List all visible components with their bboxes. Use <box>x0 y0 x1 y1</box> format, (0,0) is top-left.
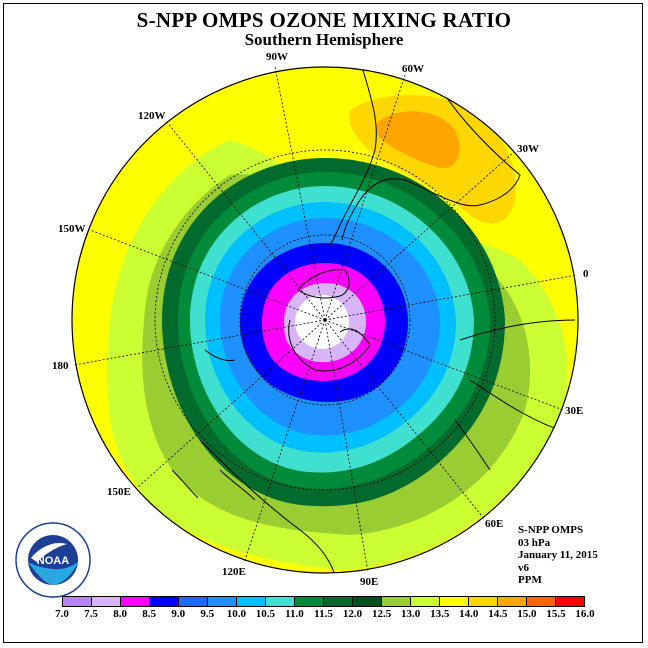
colorbar-swatch <box>382 597 411 606</box>
noaa-logo: NOAA <box>15 522 91 598</box>
colorbar-swatch <box>353 597 382 606</box>
lon-label-90w: 90W <box>266 51 288 63</box>
map-boundary <box>71 66 579 574</box>
colorbar-tick-label: 9.5 <box>200 608 215 620</box>
colorbar-swatch <box>295 597 324 606</box>
noaa-logo-text: NOAA <box>37 555 69 567</box>
colorbar-swatch <box>527 597 556 606</box>
colorbar-tick-label: 15.0 <box>517 608 537 620</box>
colorbar-tick-label: 11.5 <box>314 608 333 620</box>
colorbar-tick-label: 10.5 <box>255 608 275 620</box>
colorbar-swatch <box>150 597 179 606</box>
colorbar-tick-label: 16.0 <box>575 608 595 620</box>
info-date: January 11, 2015 <box>518 549 598 561</box>
lon-label-60e: 60E <box>485 518 504 530</box>
colorbar-tick-label: 11.0 <box>285 608 304 620</box>
colorbar-swatch <box>237 597 266 606</box>
colorbar-tick-label: 14.5 <box>488 608 508 620</box>
colorbar-tick-label: 9.0 <box>171 608 186 620</box>
coastlines <box>171 67 576 573</box>
colorbar-swatch <box>92 597 121 606</box>
colorbar-tick-label: 10.0 <box>226 608 246 620</box>
colorbar-swatch <box>63 597 92 606</box>
colorbar-tick-label: 15.5 <box>546 608 566 620</box>
colorbar-swatch <box>556 597 584 606</box>
colorbar-swatch <box>208 597 237 606</box>
colorbar-tick-label: 8.0 <box>113 608 127 620</box>
colorbar-swatch <box>469 597 498 606</box>
lon-label-90e: 90E <box>360 576 379 588</box>
colorbar-ticks: 7.0 7.5 8.0 8.5 9.0 9.5 10.0 10.5 11.0 11.5 12.0 12… <box>55 608 595 622</box>
colorbar-swatch <box>498 597 527 606</box>
graticule <box>73 66 578 573</box>
info-block: S-NPP OMPS 03 hPa January 11, 2015 v6 PP… <box>518 524 598 587</box>
colorbar-swatch <box>440 597 469 606</box>
lon-label-120w: 120W <box>138 110 166 122</box>
colorbar-tick-label: 12.5 <box>371 608 392 620</box>
colorbar-tick-label: 14.0 <box>459 608 479 620</box>
lon-label-120e: 120E <box>222 566 246 578</box>
colorbar-swatch <box>324 597 353 606</box>
colorbar <box>62 596 585 607</box>
lon-label-150e: 150E <box>107 486 131 498</box>
info-version: v6 <box>518 561 529 574</box>
colorbar-swatch <box>266 597 295 606</box>
colorbar-tick-label: 13.5 <box>430 608 450 620</box>
colorbar-swatch <box>411 597 440 606</box>
map-title: S-NPP OMPS OZONE MIXING RATIO <box>136 8 512 32</box>
ozone-max-patch <box>375 111 460 169</box>
colorbar-tick-label: 13.0 <box>401 608 421 620</box>
ozone-band-8 <box>295 295 349 349</box>
lon-label-180: 180 <box>52 360 69 372</box>
lon-label-150w: 150W <box>58 223 86 235</box>
colorbar-tick-label: 12.0 <box>342 608 363 620</box>
colorbar-tick-label: 7.5 <box>84 608 98 620</box>
colorbar-swatch <box>179 597 208 606</box>
lon-label-0: 0 <box>583 268 589 280</box>
info-units: PPM <box>518 574 542 586</box>
lon-label-60w: 60W <box>402 63 424 75</box>
info-level: 03 hPa <box>518 536 551 549</box>
colorbar-tick-label: 8.5 <box>142 608 157 620</box>
info-instrument: S-NPP OMPS <box>518 524 584 536</box>
lon-label-30w: 30W <box>517 143 539 155</box>
colorbar-swatch <box>121 597 150 606</box>
colorbar-tick-label: 7.0 <box>55 608 69 620</box>
lon-label-30e: 30E <box>565 405 584 417</box>
figure-frame <box>3 3 643 643</box>
map-subtitle: Southern Hemisphere <box>244 30 404 49</box>
